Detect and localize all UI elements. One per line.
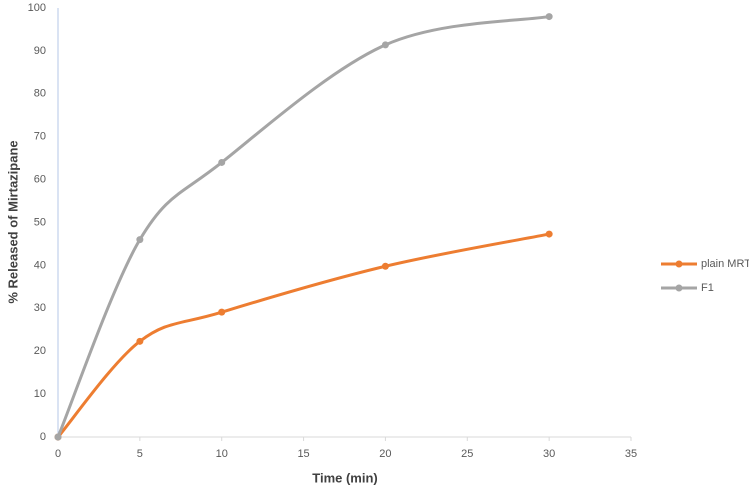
data-point bbox=[136, 236, 144, 244]
y-tick-label: 10 bbox=[34, 388, 46, 400]
x-tick-label: 10 bbox=[216, 448, 228, 460]
x-tick-label: 15 bbox=[297, 448, 309, 460]
y-tick-label: 50 bbox=[34, 216, 46, 228]
series-line bbox=[56, 15, 550, 438]
y-axis-title: % Released of Mirtazipane bbox=[5, 140, 20, 303]
y-tick-label: 30 bbox=[34, 302, 46, 314]
x-tick-label: 0 bbox=[55, 448, 61, 460]
x-tick-label: 20 bbox=[379, 448, 391, 460]
series-line bbox=[56, 232, 550, 438]
x-axis-title: Time (min) bbox=[312, 470, 378, 485]
data-point bbox=[136, 337, 144, 345]
y-tick-label: 0 bbox=[40, 431, 46, 443]
x-tick-label: 5 bbox=[137, 448, 143, 460]
y-tick-label: 100 bbox=[28, 2, 46, 14]
x-tick-label: 30 bbox=[543, 448, 555, 460]
data-point bbox=[545, 13, 553, 21]
x-tick-label: 25 bbox=[461, 448, 473, 460]
y-tick-label: 60 bbox=[34, 174, 46, 186]
data-point bbox=[54, 433, 62, 441]
data-point bbox=[381, 41, 389, 49]
data-point bbox=[381, 262, 389, 270]
y-tick-label: 90 bbox=[34, 45, 46, 57]
y-tick-label: 20 bbox=[34, 345, 46, 357]
legend-label: F1 bbox=[701, 282, 714, 294]
legend-marker bbox=[675, 260, 683, 268]
data-point bbox=[218, 308, 226, 316]
y-tick-label: 70 bbox=[34, 131, 46, 143]
data-point bbox=[218, 158, 226, 166]
y-tick-label: 80 bbox=[34, 88, 46, 100]
legend-marker bbox=[675, 284, 683, 292]
x-tick-label: 35 bbox=[625, 448, 637, 460]
y-tick-label: 40 bbox=[34, 259, 46, 271]
legend-label: plain MRT bbox=[701, 258, 749, 270]
data-point bbox=[545, 230, 553, 238]
